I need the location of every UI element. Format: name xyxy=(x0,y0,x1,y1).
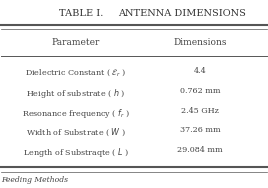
Text: Dielectric Constant ( $\mathcal{E}_r$ ): Dielectric Constant ( $\mathcal{E}_r$ ) xyxy=(25,67,126,78)
Text: 2.45 GHz: 2.45 GHz xyxy=(181,107,219,115)
Text: 4.4: 4.4 xyxy=(194,67,207,75)
Text: 29.084 mm: 29.084 mm xyxy=(177,146,223,154)
Text: Resonance frequency ( $f_r$ ): Resonance frequency ( $f_r$ ) xyxy=(22,107,130,120)
Text: Dimensions: Dimensions xyxy=(174,38,227,47)
Text: Feeding Methods: Feeding Methods xyxy=(1,176,68,184)
Text: 37.26 mm: 37.26 mm xyxy=(180,126,221,134)
Text: ANTENNA DIMENSIONS: ANTENNA DIMENSIONS xyxy=(118,9,246,18)
Text: 0.762 mm: 0.762 mm xyxy=(180,87,221,96)
Text: TABLE I.: TABLE I. xyxy=(59,9,103,18)
Text: Length of Substraqte ( $L$ ): Length of Substraqte ( $L$ ) xyxy=(23,146,129,159)
Text: Width of Substrate ( $W$ ): Width of Substrate ( $W$ ) xyxy=(26,126,126,138)
Text: Height of substrate ( $h$ ): Height of substrate ( $h$ ) xyxy=(26,87,125,101)
Text: Parameter: Parameter xyxy=(51,38,100,47)
